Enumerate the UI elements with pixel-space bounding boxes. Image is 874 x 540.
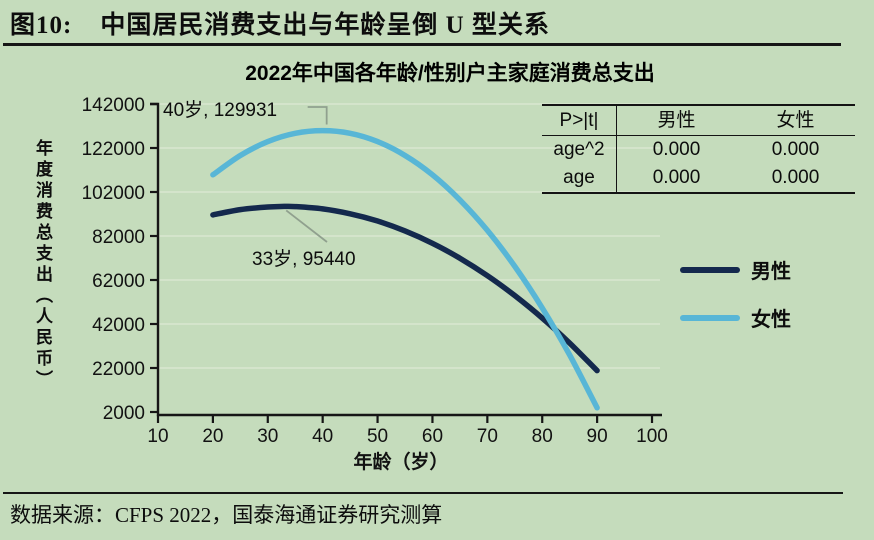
legend-item-female: 女性 [680, 303, 791, 332]
figure-title-text: 中国居民消费支出与年龄呈倒 U 型关系 [100, 12, 550, 39]
stats-table-row-label: age^2 [542, 136, 617, 164]
stats-table-value: 0.000 [652, 167, 701, 188]
source-divider [3, 492, 843, 494]
svg-text:122000: 122000 [82, 139, 145, 160]
chart-title: 2022年中国各年龄/性别户主家庭消费总支出 [245, 62, 655, 85]
stats-table-value: 0.000 [771, 167, 820, 188]
svg-text:年龄（岁）: 年龄（岁） [353, 450, 448, 473]
annotation-male-peak: 33岁, 95440 [252, 249, 356, 270]
female-line-swatch [680, 314, 740, 321]
svg-text:10: 10 [147, 426, 168, 447]
stats-table-header-female: 女性 [736, 106, 855, 136]
svg-text:142000: 142000 [82, 95, 145, 116]
svg-text:2000: 2000 [103, 403, 145, 424]
svg-text:82000: 82000 [92, 227, 145, 248]
stats-table: P>|t| 男性 女性 age^2 0.000 0.000 age 0.000 … [542, 104, 855, 194]
svg-text:40: 40 [312, 426, 333, 447]
svg-text:20: 20 [202, 426, 223, 447]
chart-legend: 男性 女性 [680, 255, 791, 332]
data-source: 数据来源：CFPS 2022，国泰海通证券研究测算 [10, 503, 443, 527]
svg-text:90: 90 [587, 426, 608, 447]
stats-table-header-male: 男性 [617, 106, 736, 136]
report-figure-title: 图10: 中国居民消费支出与年龄呈倒 U 型关系 [10, 5, 550, 41]
stats-table-value: 0.000 [652, 139, 701, 160]
svg-text:60: 60 [422, 426, 443, 447]
legend-label-female: 女性 [751, 309, 791, 331]
stats-table-row-label: age [542, 164, 617, 192]
svg-text:30: 30 [257, 426, 278, 447]
svg-text:42000: 42000 [92, 315, 145, 336]
svg-text:102000: 102000 [82, 183, 145, 204]
svg-text:80: 80 [532, 426, 553, 447]
svg-text:70: 70 [477, 426, 498, 447]
stats-table-value: 0.000 [771, 139, 820, 160]
title-underline [3, 43, 841, 46]
svg-text:22000: 22000 [92, 359, 145, 380]
y-axis-label: 年度消费总支出（人民币） [33, 139, 52, 391]
svg-text:100: 100 [636, 426, 668, 447]
legend-label-male: 男性 [751, 261, 791, 283]
male-line-swatch [680, 266, 740, 273]
svg-text:50: 50 [367, 426, 388, 447]
legend-item-male: 男性 [680, 255, 791, 284]
annotation-female-peak: 40岁, 129931 [163, 100, 278, 121]
stats-table-header-p: P>|t| [542, 106, 617, 136]
svg-text:62000: 62000 [92, 271, 145, 292]
figure-number: 图10: [10, 12, 73, 39]
